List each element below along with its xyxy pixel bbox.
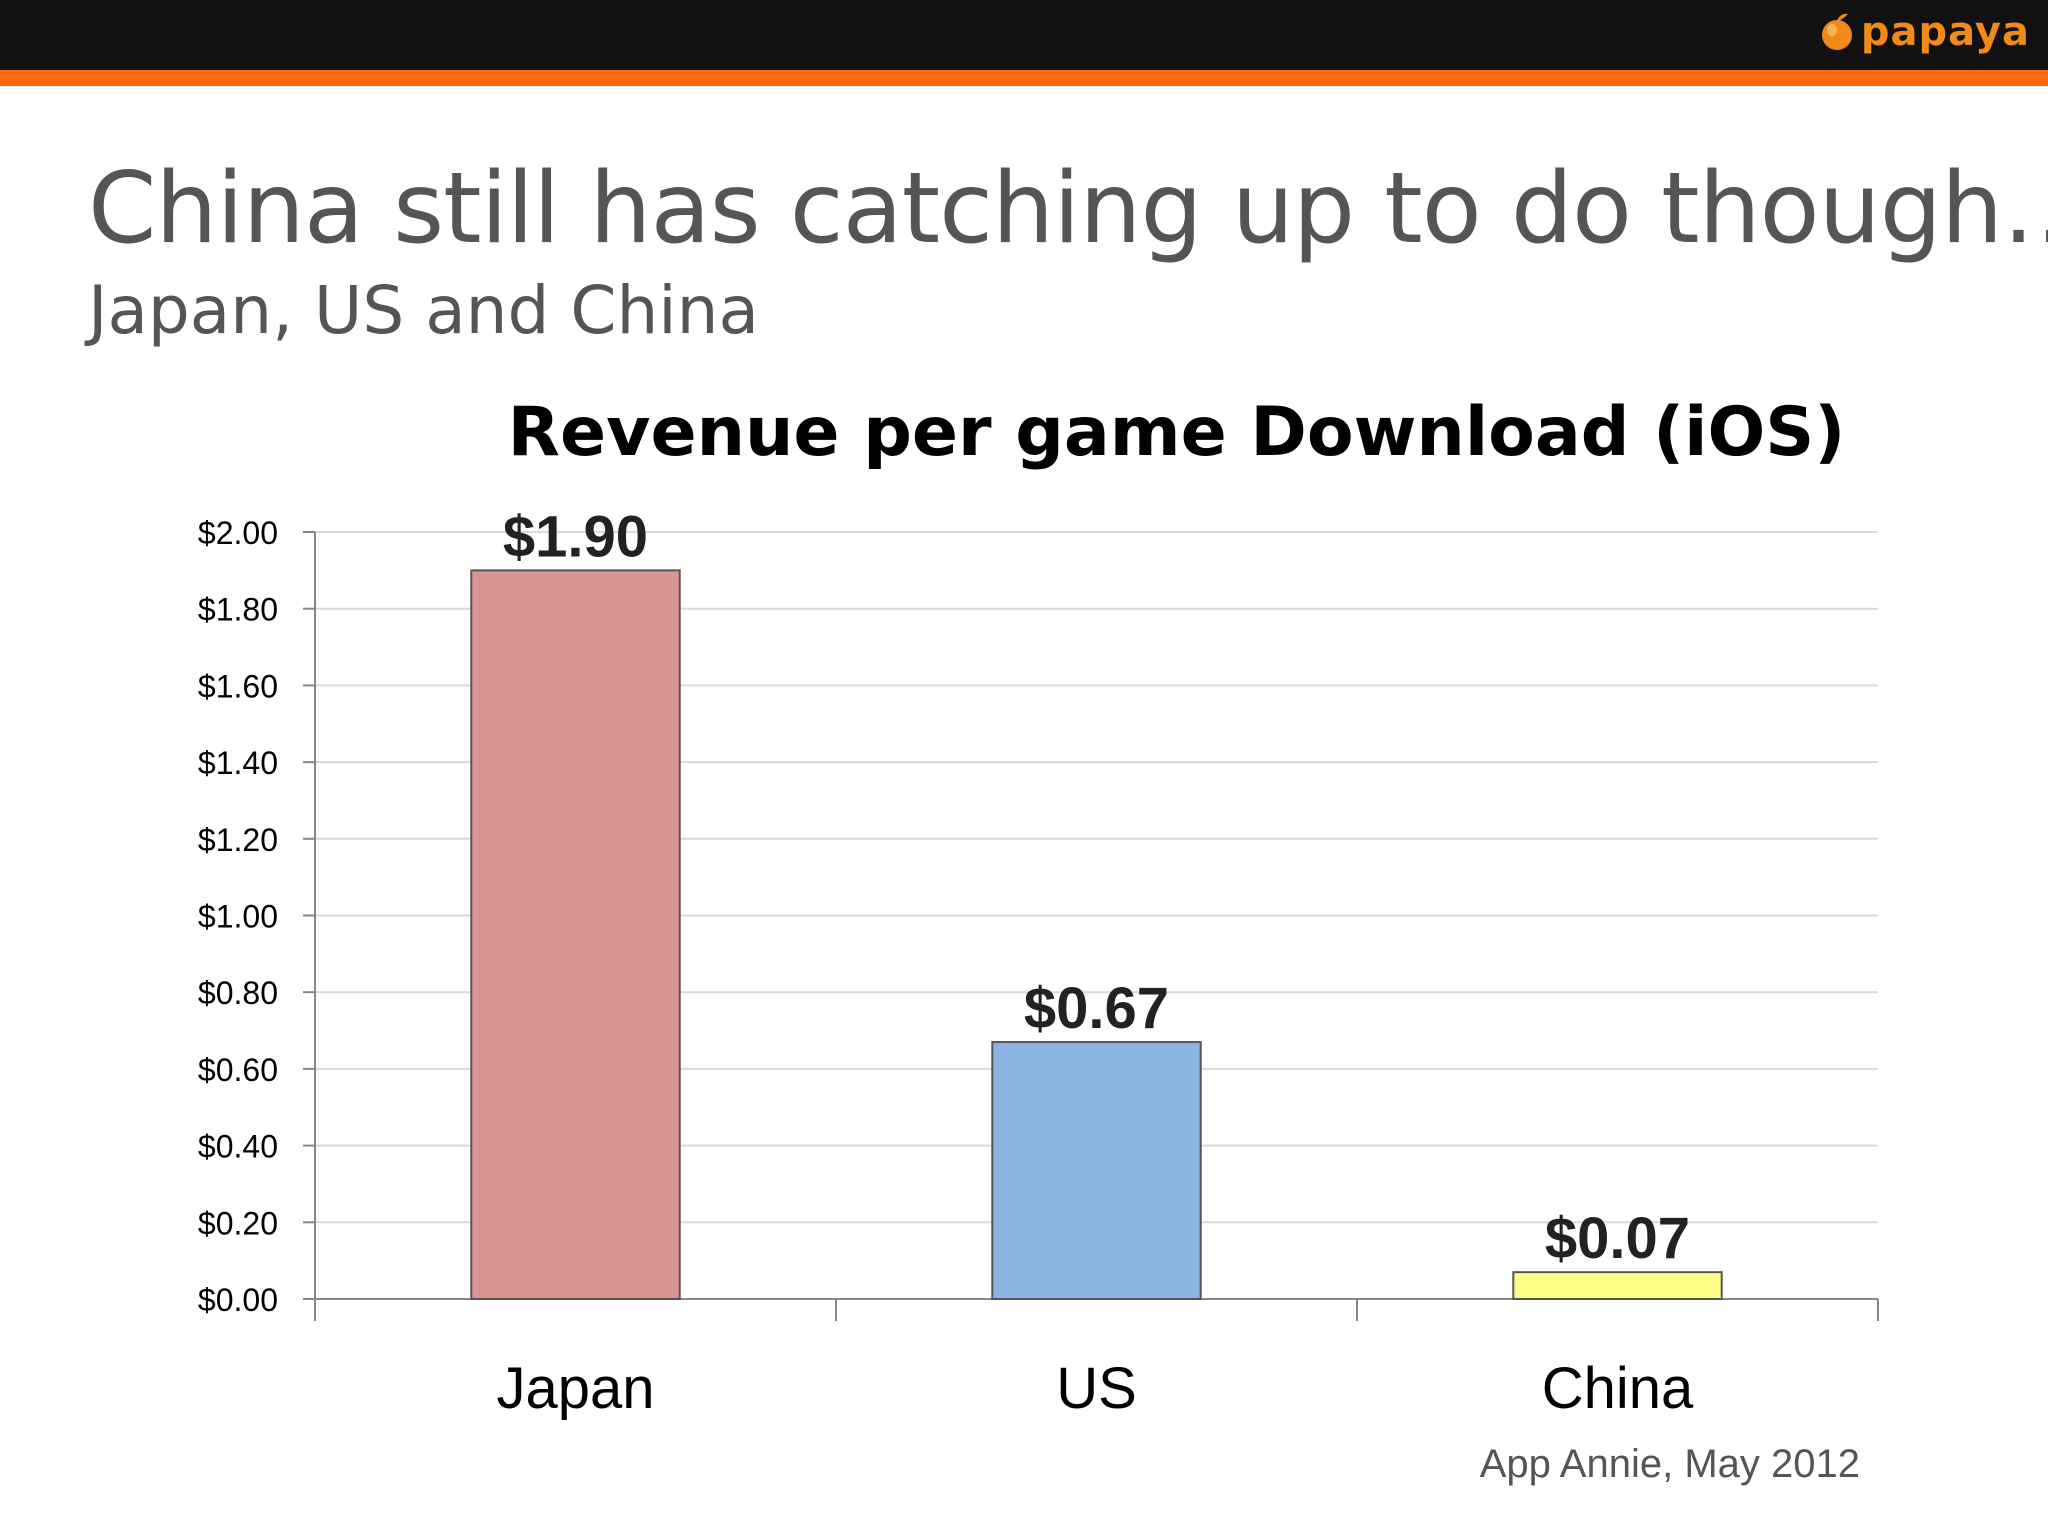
y-tick-label: $1.40 (198, 745, 278, 781)
y-tick-label: $0.80 (198, 975, 278, 1011)
logo-text: papaya (1860, 9, 2030, 55)
y-tick-label: $0.40 (198, 1129, 278, 1165)
bar (991, 1041, 1202, 1301)
data-label: $1.90 (503, 504, 648, 569)
y-tick-label: $1.80 (198, 592, 278, 628)
bar (470, 569, 681, 1300)
y-tick-label: $1.00 (198, 899, 278, 935)
y-tick-label: $1.60 (198, 668, 278, 704)
bar (1512, 1271, 1723, 1301)
y-tick-label: $1.20 (198, 822, 278, 858)
slide-subtitle: Japan, US and China (88, 272, 759, 349)
x-tick-label: Japan (496, 1356, 654, 1421)
x-tick-label: US (1056, 1356, 1137, 1421)
papaya-logo: papaya (1819, 9, 2030, 55)
y-tick-label: $0.60 (198, 1052, 278, 1088)
y-tick-label: $0.20 (198, 1205, 278, 1241)
y-tick-label: $0.00 (198, 1282, 278, 1318)
slide-title: China still has catching up to do though… (88, 152, 2048, 266)
x-tick-label: China (1542, 1356, 1694, 1421)
y-tick-label: $2.00 (198, 515, 278, 551)
chart-title: Revenue per game Download (iOS) (508, 393, 1846, 472)
top-bar (0, 0, 2048, 70)
papaya-fruit-icon (1821, 13, 1852, 50)
data-label: $0.67 (1024, 976, 1169, 1041)
data-label: $0.07 (1545, 1206, 1690, 1271)
source-note: App Annie, May 2012 (1479, 1442, 1860, 1486)
accent-bar (0, 70, 2048, 86)
